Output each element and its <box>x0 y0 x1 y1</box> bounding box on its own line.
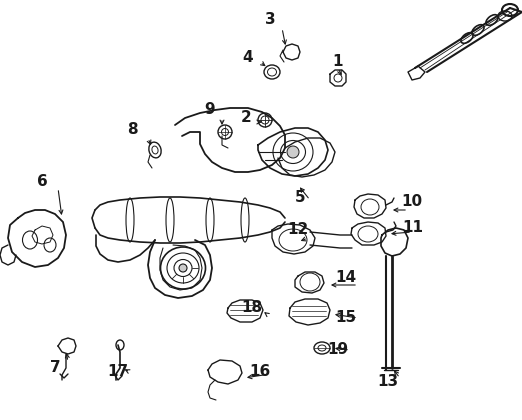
Text: 5: 5 <box>295 191 305 205</box>
Text: 2: 2 <box>241 110 252 126</box>
Text: 3: 3 <box>265 13 275 27</box>
Text: 1: 1 <box>333 55 343 69</box>
Ellipse shape <box>179 264 187 272</box>
Text: 13: 13 <box>377 375 399 389</box>
Text: 18: 18 <box>242 300 263 315</box>
Text: 9: 9 <box>205 102 215 118</box>
Text: 6: 6 <box>37 174 48 189</box>
Text: 19: 19 <box>327 342 349 357</box>
Text: 7: 7 <box>50 360 61 375</box>
Text: 11: 11 <box>402 220 423 236</box>
Text: 16: 16 <box>250 365 270 380</box>
Ellipse shape <box>287 146 299 158</box>
Text: 12: 12 <box>288 223 309 237</box>
Text: 4: 4 <box>243 50 253 66</box>
Text: 10: 10 <box>401 194 423 210</box>
Text: 15: 15 <box>336 310 357 326</box>
Text: 17: 17 <box>108 365 128 380</box>
Text: 14: 14 <box>336 270 357 286</box>
Text: 8: 8 <box>127 123 137 137</box>
